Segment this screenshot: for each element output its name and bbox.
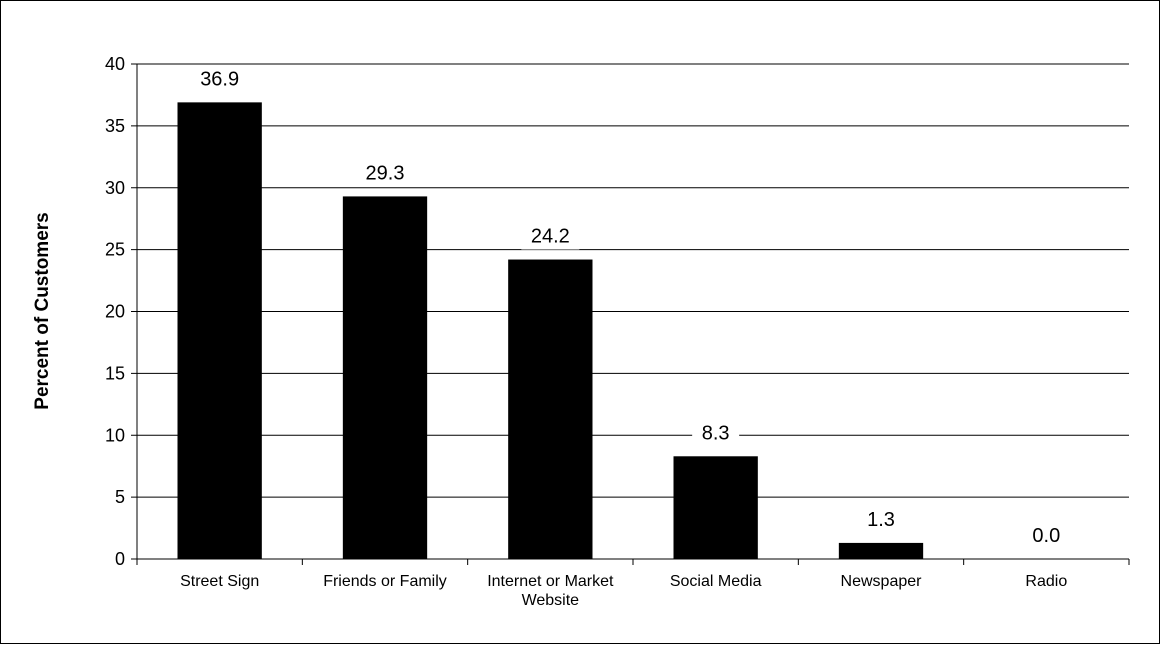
data-label: 29.3: [366, 162, 405, 184]
bar: [838, 542, 924, 559]
x-category-label: Website: [522, 592, 580, 609]
data-label: 24.2: [531, 226, 570, 248]
data-label: 36.9: [200, 68, 239, 90]
x-category-label: Street Sign: [180, 573, 259, 590]
data-label: 8.3: [702, 422, 730, 444]
data-label: 1.3: [867, 509, 895, 531]
y-tick-label: 35: [105, 116, 125, 136]
data-label-bg: [521, 222, 580, 250]
x-category-label: Newspaper: [841, 573, 923, 590]
y-tick-label: 40: [105, 54, 125, 74]
axes: 0 5 10 15 20 25 30 35 40: [105, 54, 1130, 569]
data-label-bg: [190, 65, 249, 93]
bar: [508, 259, 593, 559]
y-tick-label: 5: [115, 487, 125, 507]
data-label-bg: [692, 419, 740, 447]
data-label-bg: [356, 159, 414, 187]
labels: 36.9 Street Sign 29.3 Friends or Family 24.2…: [180, 65, 1070, 609]
y-tick-label: 30: [105, 178, 125, 198]
x-category-label: Radio: [1025, 573, 1067, 590]
bar: [177, 102, 262, 560]
x-category-label: Friends or Family: [323, 573, 447, 590]
gridlines: [137, 63, 1129, 498]
data-label-bg: [1022, 522, 1070, 549]
y-tick-label: 20: [105, 302, 125, 322]
y-tick-label: 15: [105, 363, 125, 383]
y-axis-title: Percent of Customers: [32, 212, 53, 409]
data-label: 0.0: [1032, 525, 1060, 547]
y-tick-label: 10: [105, 425, 125, 445]
y-tick-label: 0: [115, 549, 125, 569]
x-category-label: Social Media: [670, 573, 762, 590]
x-category-label: Internet or Market: [487, 573, 614, 590]
data-label-bg: [857, 505, 905, 533]
bar: [342, 196, 428, 559]
bars: [177, 102, 924, 560]
bar: [673, 456, 758, 559]
y-tick-label: 25: [105, 240, 125, 260]
